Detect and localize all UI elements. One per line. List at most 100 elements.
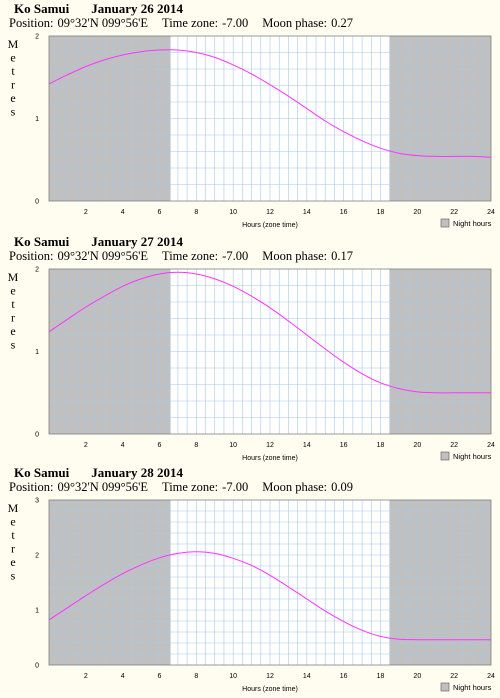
- x-axis-label: Hours (zone time): [242, 222, 298, 229]
- x-tick-label: 14: [303, 673, 311, 680]
- location-name: Ko Samui: [14, 465, 70, 480]
- x-tick-label: 14: [303, 442, 311, 449]
- y-tick-label: 3: [35, 498, 39, 505]
- x-tick-label: 2: [84, 673, 88, 680]
- timezone-label: Time zone:: [162, 16, 219, 30]
- x-tick-label: 4: [121, 209, 125, 216]
- x-tick-label: 10: [229, 209, 237, 216]
- location-name: Ko Samui: [14, 1, 70, 16]
- plot-frame: [48, 268, 492, 435]
- legend-swatch-night: [440, 682, 450, 692]
- x-tick-label: 8: [194, 442, 198, 449]
- chart-info-line: Position: 09°32'N 099°56'E Time zone: -7.00…: [9, 480, 367, 495]
- x-axis-label: Hours (zone time): [242, 686, 298, 693]
- moon-phase-value: 0.27: [331, 16, 354, 30]
- y-tick-label: 1: [35, 608, 39, 615]
- legend-label-night: Night hours: [453, 683, 492, 692]
- chart-date: January 27 2014: [91, 234, 183, 249]
- x-axis-label: Hours (zone time): [242, 455, 298, 462]
- night-hours-band: [389, 500, 491, 665]
- x-tick-label: 12: [266, 442, 274, 449]
- y-tick-label: 2: [35, 34, 39, 41]
- x-tick-label: 2: [84, 209, 88, 216]
- position-value: 09°32'N 099°56'E: [57, 480, 149, 494]
- x-tick-label: 4: [121, 673, 125, 680]
- y-tick-label: 0: [35, 199, 39, 206]
- y-tick-label: 1: [35, 349, 39, 356]
- moon-phase-label: Moon phase:: [262, 16, 328, 30]
- location-name: Ko Samui: [14, 234, 70, 249]
- timezone-label: Time zone:: [162, 249, 219, 263]
- legend-label-night: Night hours: [453, 219, 492, 228]
- x-tick-label: 22: [450, 209, 458, 216]
- chart-header: Ko Samui January 26 2014: [14, 1, 183, 17]
- x-tick-label: 24: [487, 209, 495, 216]
- x-tick-label: 8: [194, 209, 198, 216]
- y-tick-label: 2: [35, 267, 39, 274]
- chart-header: Ko Samui January 28 2014: [14, 465, 183, 481]
- x-tick-label: 6: [158, 673, 162, 680]
- x-tick-label: 18: [377, 209, 385, 216]
- y-tick-label: 0: [35, 663, 39, 670]
- chart-header: Ko Samui January 27 2014: [14, 234, 183, 250]
- y-tick-label: 2: [35, 553, 39, 560]
- x-tick-label: 24: [487, 673, 495, 680]
- moon-phase-value: 0.09: [331, 480, 354, 494]
- x-tick-label: 14: [303, 209, 311, 216]
- plot-frame: [48, 35, 492, 202]
- moon-phase-value: 0.17: [331, 249, 354, 263]
- x-tick-label: 22: [450, 442, 458, 449]
- legend-label-night: Night hours: [453, 452, 492, 461]
- x-tick-label: 22: [450, 673, 458, 680]
- x-tick-label: 4: [121, 442, 125, 449]
- x-tick-label: 12: [266, 673, 274, 680]
- x-tick-label: 18: [377, 442, 385, 449]
- x-tick-label: 18: [377, 673, 385, 680]
- position-label: Position:: [9, 480, 54, 494]
- position-label: Position:: [9, 249, 54, 263]
- x-tick-label: 8: [194, 673, 198, 680]
- x-tick-label: 16: [340, 209, 348, 216]
- x-tick-label: 12: [266, 209, 274, 216]
- x-tick-label: 2: [84, 442, 88, 449]
- x-tick-label: 16: [340, 673, 348, 680]
- x-tick-label: 24: [487, 442, 495, 449]
- timezone-value: -7.00: [222, 249, 249, 263]
- position-label: Position:: [9, 16, 54, 30]
- chart-date: January 28 2014: [91, 465, 183, 480]
- tide-height-curve: [48, 49, 492, 158]
- y-tick-label: 1: [35, 116, 39, 123]
- position-value: 09°32'N 099°56'E: [57, 249, 149, 263]
- legend-swatch-night: [440, 451, 450, 461]
- x-tick-label: 20: [413, 209, 421, 216]
- moon-phase-label: Moon phase:: [262, 480, 328, 494]
- x-tick-label: 20: [413, 673, 421, 680]
- tide-chart-panel: Ko Samui January 27 2014 Position: 09°32'N …: [0, 233, 500, 465]
- legend-swatch-night: [440, 218, 450, 228]
- timezone-label: Time zone:: [162, 480, 219, 494]
- tide-height-curve: [48, 551, 492, 641]
- tide-chart-panel: Ko Samui January 26 2014 Position: 09°32'N …: [0, 0, 500, 232]
- position-value: 09°32'N 099°56'E: [57, 16, 149, 30]
- x-tick-label: 6: [158, 209, 162, 216]
- x-tick-label: 16: [340, 442, 348, 449]
- x-tick-label: 10: [229, 673, 237, 680]
- chart-info-line: Position: 09°32'N 099°56'E Time zone: -7.00…: [9, 16, 367, 31]
- x-tick-label: 6: [158, 442, 162, 449]
- plot-frame: [48, 499, 492, 666]
- chart-info-line: Position: 09°32'N 099°56'E Time zone: -7.00…: [9, 249, 367, 264]
- tide-height-curve: [48, 271, 491, 394]
- tide-chart-panel: Ko Samui January 28 2014 Position: 09°32'N …: [0, 464, 500, 696]
- chart-date: January 26 2014: [91, 1, 183, 16]
- x-tick-label: 10: [229, 442, 237, 449]
- y-tick-label: 0: [35, 432, 39, 439]
- x-tick-label: 20: [413, 442, 421, 449]
- moon-phase-label: Moon phase:: [262, 249, 328, 263]
- timezone-value: -7.00: [222, 16, 249, 30]
